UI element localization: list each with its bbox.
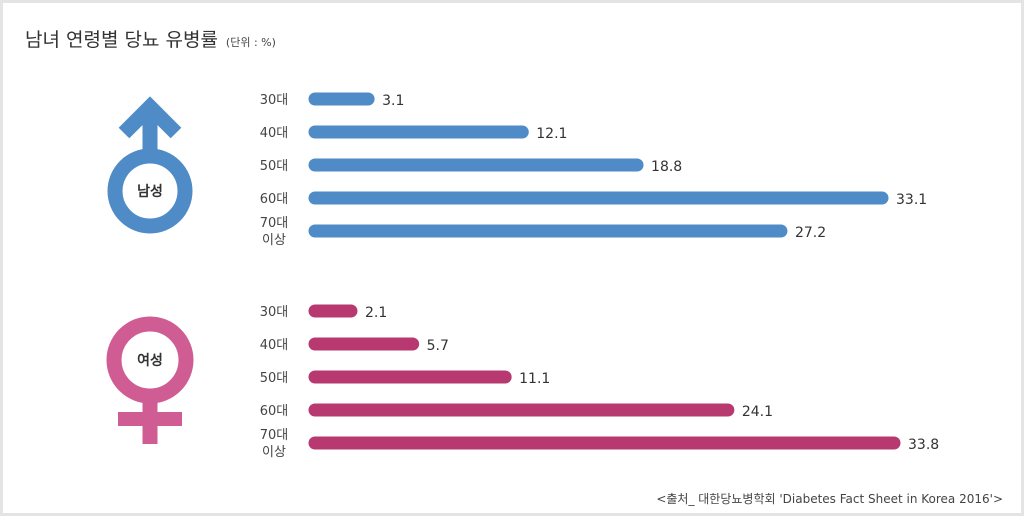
female-value-label: 24.1 (742, 404, 773, 420)
male-value-label: 3.1 (382, 93, 404, 109)
unit-label: (단위 : %) (225, 36, 276, 49)
male-symbol-icon: 남성 (107, 96, 193, 234)
male-category-label: 30대 (260, 93, 289, 108)
male-category-label: 60대 (260, 192, 289, 207)
male-value-label: 12.1 (536, 126, 567, 142)
male-value-label: 18.8 (651, 159, 682, 175)
chart-title: 남녀 연령별 당뇨 유병률 (25, 29, 218, 51)
female-category-label: 60대 (260, 404, 289, 419)
male-value-label: 33.1 (896, 192, 927, 208)
female-value-label: 5.7 (427, 338, 449, 354)
female-category-label: 70대 이상 (260, 428, 289, 460)
female-category-label: 50대 (260, 371, 289, 386)
male-category-label: 40대 (260, 126, 289, 141)
male-value-label: 27.2 (795, 225, 826, 241)
female-category-label: 30대 (260, 305, 289, 320)
prevalence-chart: 남성 여성 30대 3.1 40대 12.1 50대 18.8 60대 33.1 70대 이상 27… (106, 92, 939, 460)
bars-layer: 30대 3.1 40대 12.1 50대 18.8 60대 33.1 70대 이상 27.2 30대 2… (260, 92, 939, 460)
female-group-label: 여성 (137, 352, 163, 369)
female-value-label: 2.1 (365, 305, 387, 321)
source-note: <출처_ 대한당뇨병학회 'Diabetes Fact Sheet in Kor… (656, 492, 1003, 506)
female-value-label: 11.1 (519, 371, 550, 387)
female-category-label: 40대 (260, 338, 289, 353)
male-category-label: 70대 이상 (260, 216, 289, 248)
title-row: 남녀 연령별 당뇨 유병률 (단위 : %) (25, 25, 276, 52)
female-symbol-icon: 여성 (106, 316, 194, 444)
female-value-label: 33.8 (908, 437, 939, 453)
male-group-label: 남성 (137, 183, 163, 200)
male-category-label: 50대 (260, 159, 289, 174)
